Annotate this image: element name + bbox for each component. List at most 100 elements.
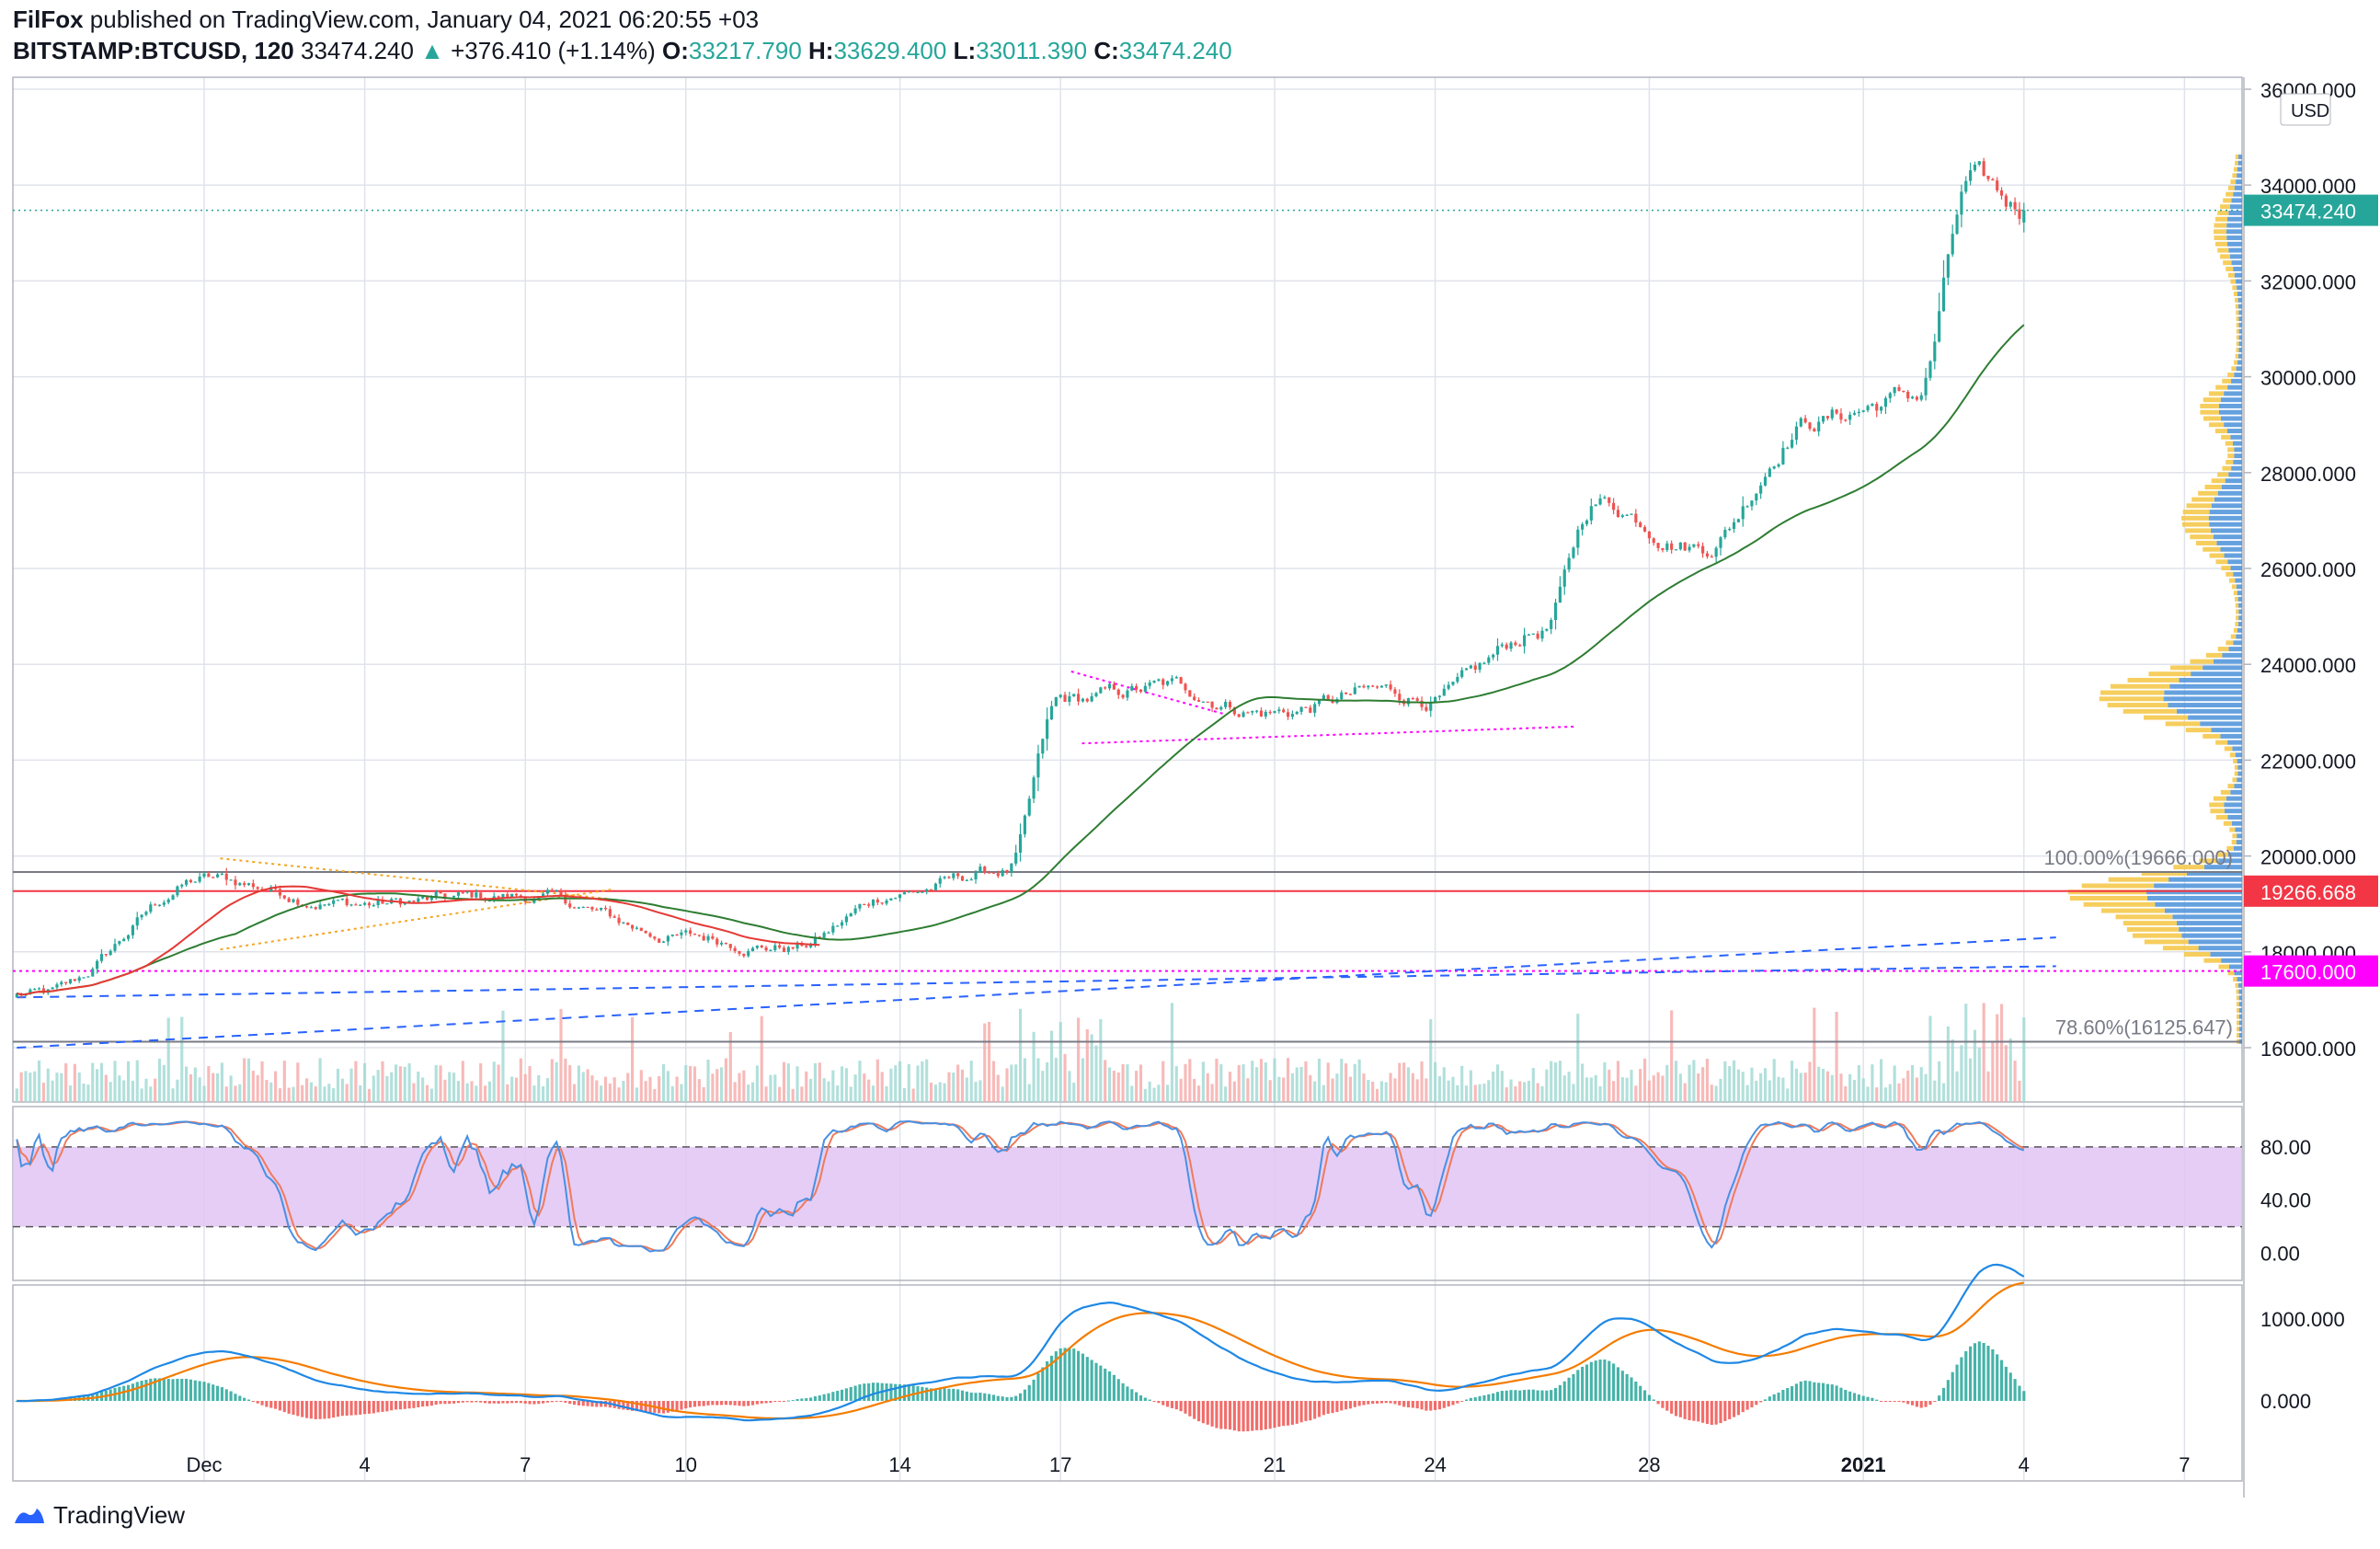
macd-histogram-bar <box>510 1401 514 1404</box>
candle-body <box>978 866 982 873</box>
candle-body <box>1777 464 1780 467</box>
volume-bar <box>162 1064 166 1102</box>
macd-histogram-bar <box>1670 1401 1674 1414</box>
candle-body <box>1589 506 1593 521</box>
macd-histogram-bar <box>644 1401 647 1412</box>
macd-histogram-bar <box>1487 1394 1491 1401</box>
macd-histogram-bar <box>376 1401 380 1413</box>
macd-histogram-bar <box>1460 1401 1464 1402</box>
macd-histogram-bar <box>1714 1401 1718 1425</box>
vp-bar-down <box>2217 472 2229 477</box>
macd-histogram-bar <box>1482 1394 1486 1401</box>
macd-histogram-bar <box>1437 1401 1442 1410</box>
macd-histogram-bar <box>483 1401 487 1404</box>
candle-body <box>1656 543 1660 548</box>
publisher-name[interactable]: FilFox <box>13 6 84 33</box>
candle-body <box>902 892 907 895</box>
macd-histogram-bar <box>287 1401 291 1414</box>
macd-histogram-bar <box>1946 1380 1950 1401</box>
change-arrow-icon: ▲ <box>420 37 444 64</box>
macd-histogram-bar <box>1844 1390 1848 1401</box>
candle-body <box>532 900 536 903</box>
macd-histogram-bar <box>274 1401 278 1409</box>
candle-body <box>1603 497 1607 499</box>
vp-bar-up <box>2218 858 2242 864</box>
price-tick-label: 22000.000 <box>2260 750 2356 773</box>
macd-histogram-bar <box>836 1391 840 1401</box>
candle-body <box>1460 670 1464 677</box>
vp-bar-up <box>2236 584 2242 590</box>
macd-histogram-bar <box>1973 1343 1977 1401</box>
vp-bar-down <box>2236 995 2239 1001</box>
macd-histogram-bar <box>670 1401 674 1412</box>
candle-body <box>1946 254 1950 278</box>
symbol-label[interactable]: BITSTAMP:BTCUSD, 120 <box>13 37 294 64</box>
candle-body <box>1567 557 1571 570</box>
candle-body <box>1104 687 1107 689</box>
volume-bar <box>813 1062 818 1102</box>
candle-body <box>684 930 688 933</box>
macd-histogram-bar <box>1514 1390 1517 1401</box>
vp-bar-up <box>2237 764 2242 770</box>
volume-bar <box>1732 1060 1736 1102</box>
volume-bar <box>376 1070 380 1102</box>
candle-body <box>680 932 683 935</box>
vp-bar-down <box>2215 740 2228 745</box>
volume-bar <box>1928 1015 1932 1102</box>
volume-bar <box>1871 1064 1874 1102</box>
macd-histogram-bar <box>1313 1401 1317 1419</box>
volume-bar <box>827 1081 830 1102</box>
candle-body <box>497 896 500 899</box>
macd-histogram-bar <box>692 1401 697 1407</box>
volume-bar <box>301 1084 304 1102</box>
volume-bar <box>952 1073 955 1102</box>
volume-bar <box>1367 1079 1370 1102</box>
volume-bar <box>425 1084 429 1102</box>
vp-bar-up <box>2188 715 2242 720</box>
macd-histogram-bar <box>1107 1371 1112 1401</box>
candle-body <box>894 898 898 900</box>
candle-body <box>773 945 777 950</box>
volume-bar <box>1447 1080 1450 1102</box>
volume-bar <box>639 1070 643 1102</box>
candle-body <box>1077 694 1081 702</box>
volume-bar <box>1567 1072 1571 1102</box>
volume-bar <box>309 1082 313 1102</box>
moving-averages <box>17 324 2025 996</box>
tradingview-footer[interactable]: TradingView <box>13 1501 185 1530</box>
open-value: 33217.790 <box>688 37 802 64</box>
candle-body <box>354 904 358 906</box>
macd-histogram-bar <box>867 1383 871 1401</box>
macd-histogram-bar <box>1268 1401 1272 1429</box>
volume-bar <box>1179 1078 1183 1102</box>
volume-bar <box>840 1066 844 1102</box>
volume-bar <box>238 1084 242 1102</box>
macd-histogram-bar <box>332 1401 336 1418</box>
macd-histogram-bar <box>956 1389 960 1401</box>
volume-bar <box>1964 1004 1968 1102</box>
macd-histogram-bar <box>542 1401 545 1404</box>
vp-bar-up <box>2238 304 2242 309</box>
candle-body <box>1116 689 1120 695</box>
volume-bar <box>1277 1076 1281 1102</box>
macd-histogram-bar <box>1518 1390 1522 1401</box>
vp-bar-down <box>2232 173 2237 178</box>
candle-body <box>1888 393 1892 398</box>
vp-bar-up <box>2238 995 2242 1001</box>
candle-body <box>309 907 313 909</box>
volume-bar <box>269 1082 273 1102</box>
candle-body <box>417 898 420 902</box>
volume-bar <box>1219 1064 1223 1102</box>
macd-histogram-bar <box>720 1401 724 1406</box>
candle-body <box>1313 704 1317 713</box>
macd-histogram-bar <box>1550 1390 1553 1401</box>
candle-body <box>475 892 478 898</box>
macd-histogram-bar <box>1625 1373 1629 1401</box>
vp-bar-up <box>2176 921 2242 926</box>
candle-body <box>1825 416 1829 419</box>
volume-bar <box>104 1074 108 1102</box>
volume-bar <box>1986 1071 1990 1102</box>
macd-histogram-bar <box>412 1401 416 1408</box>
vp-bar-down <box>2217 210 2229 215</box>
